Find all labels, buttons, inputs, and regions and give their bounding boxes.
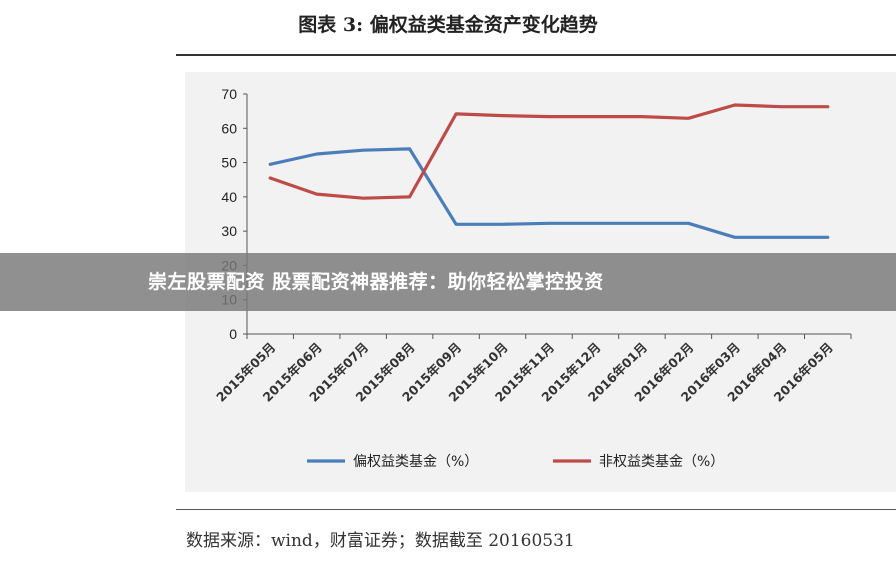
- y-tick-label: 50: [221, 155, 237, 171]
- series-line-2: [268, 103, 830, 200]
- top-rule: [176, 54, 896, 56]
- bottom-rule: [176, 509, 896, 510]
- line-chart: 0102030405060702015年05月2015年06月2015年07月2…: [213, 86, 852, 470]
- y-tick-label: 60: [221, 120, 237, 136]
- series-line-1: [268, 147, 830, 239]
- legend-label-2: 非权益类基金（%）: [599, 453, 724, 470]
- y-tick-label: 30: [221, 223, 237, 239]
- banner-text[interactable]: 崇左股票配资 股票配资神器推荐：助你轻松掌控投资: [148, 271, 604, 293]
- legend-label-1: 偏权益类基金（%）: [353, 453, 478, 470]
- overlay-banner[interactable]: 崇左股票配资 股票配资神器推荐：助你轻松掌控投资: [0, 253, 896, 311]
- figure-title: 图表 3: 偏权益类基金资产变化趋势: [298, 14, 598, 36]
- y-tick-label: 70: [221, 86, 237, 102]
- y-tick-label: 40: [221, 189, 237, 205]
- y-tick-label: 0: [229, 326, 237, 342]
- source-note: 数据来源：wind，财富证券；数据截至 20160531: [186, 531, 575, 551]
